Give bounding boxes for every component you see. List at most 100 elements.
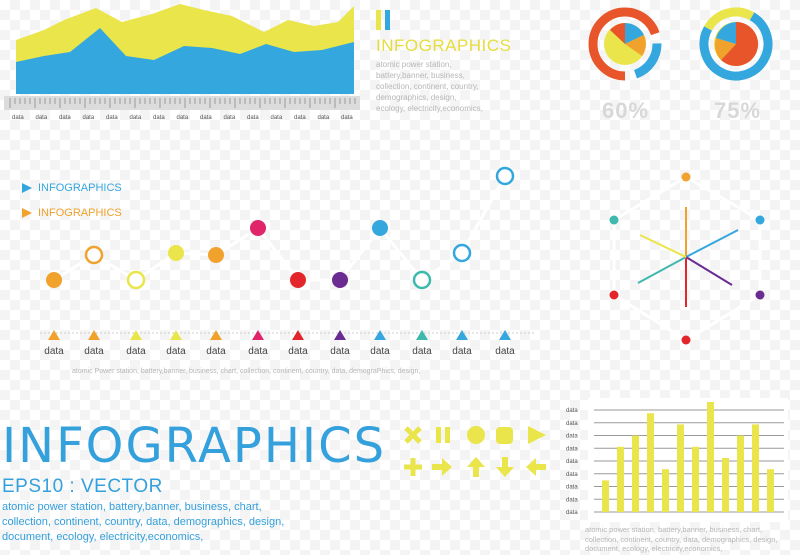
bar xyxy=(602,480,609,512)
bar-row-labels: data data data data data data data data data xyxy=(566,408,578,516)
data-point xyxy=(332,272,348,288)
header-desc: atomic power station, battery,banner, bu… xyxy=(376,59,576,114)
data-point xyxy=(168,245,184,261)
legend-label: INFOGRAPHICS xyxy=(38,182,122,194)
x-label: data xyxy=(248,346,268,357)
x-label: data xyxy=(452,346,472,357)
tick-label: data xyxy=(271,115,283,121)
tick-label: data xyxy=(83,115,95,121)
radar-panel xyxy=(600,165,780,355)
x-label: data xyxy=(370,346,390,357)
row-label: data xyxy=(566,421,578,427)
x-label: data xyxy=(330,346,350,357)
x-label: data xyxy=(288,346,308,357)
play-icon xyxy=(528,426,546,444)
arrow-right-icon xyxy=(432,458,452,476)
arrow-left-icon xyxy=(526,458,546,476)
donut-left-pct: 60% xyxy=(602,98,650,123)
x-marker xyxy=(334,330,346,340)
stop-icon xyxy=(496,427,513,444)
area-chart-panel: data data data data data data data data data data… xyxy=(4,0,360,130)
close-icon xyxy=(404,426,422,444)
line-chart-path xyxy=(53,175,507,283)
legend-label: INFOGRAPHICS xyxy=(38,207,122,219)
x-label: data xyxy=(495,346,515,357)
donut-left-chart xyxy=(588,7,662,81)
row-label: data xyxy=(566,434,578,440)
x-marker xyxy=(456,330,468,340)
header-bars xyxy=(376,10,576,30)
data-point xyxy=(412,270,432,290)
tick-label: data xyxy=(153,115,165,121)
tick-labels: data data data data data data data data data data… xyxy=(12,115,353,121)
bar xyxy=(647,413,654,512)
main-desc: atomic power station, battery,banner, bu… xyxy=(2,500,392,545)
data-point xyxy=(46,272,62,288)
row-label: data xyxy=(566,497,578,503)
data-point xyxy=(126,270,146,290)
radar-spoke xyxy=(685,256,733,286)
radar-node xyxy=(681,172,691,182)
tick-label: data xyxy=(200,115,212,121)
tick-label: data xyxy=(130,115,142,121)
radar-spoke xyxy=(637,256,687,284)
bar-chart: data data data data data data data data data xyxy=(566,398,788,522)
radar-node xyxy=(755,290,765,300)
x-marker xyxy=(48,330,60,340)
bar-chart-caption: atomic power station, battery,banner, bu… xyxy=(585,525,777,554)
bar xyxy=(752,424,759,512)
x-label: data xyxy=(206,346,226,357)
bar-caption-line: document, ecology, electricity,economics… xyxy=(585,544,723,553)
area-blue xyxy=(16,28,354,94)
arrow-up-icon xyxy=(467,457,485,477)
tick-label: data xyxy=(106,115,118,121)
x-marker xyxy=(130,330,142,340)
line-chart-panel: data data data data data data data data … xyxy=(0,150,560,385)
bar xyxy=(692,446,699,512)
data-point xyxy=(290,272,306,288)
x-label: data xyxy=(44,346,64,357)
main-desc-line: document, ecology, electricity,economics… xyxy=(2,531,204,543)
bar-chart-panel: data data data data data data data data data xyxy=(560,398,792,524)
radar-spoke xyxy=(685,229,739,258)
triangle-right-icon xyxy=(22,183,32,193)
header-line: collection, continent, country, xyxy=(376,82,479,91)
bar-caption-line: collection, continent, country, data, de… xyxy=(585,534,778,544)
x-marker xyxy=(252,330,264,340)
bar-caption-line: atomic power station, battery,banner, bu… xyxy=(585,525,763,534)
icon-grid xyxy=(404,426,546,477)
bar xyxy=(707,402,714,512)
x-labels: data data data data data data data data … xyxy=(44,346,515,357)
arrow-down-icon xyxy=(496,457,514,477)
radar-node xyxy=(755,215,765,225)
radar-spoke xyxy=(639,234,687,258)
x-marker xyxy=(292,330,304,340)
row-label: data xyxy=(566,446,578,452)
icon-set xyxy=(402,424,552,484)
line-chart: data data data data data data data data … xyxy=(40,166,535,357)
tick-label: data xyxy=(318,115,330,121)
data-point xyxy=(452,243,472,263)
bar xyxy=(767,469,774,512)
row-label: data xyxy=(566,485,578,491)
bar-marks xyxy=(602,402,774,512)
x-marker xyxy=(170,330,182,340)
row-label: data xyxy=(566,408,578,414)
x-label: data xyxy=(166,346,186,357)
x-marker xyxy=(210,330,222,340)
tick-label: data xyxy=(224,115,236,121)
data-point xyxy=(208,247,224,263)
area-chart: data data data data data data data data data data… xyxy=(4,4,360,121)
header-block: INFOGRAPHICS atomic power station, batte… xyxy=(376,10,576,114)
legend-item: INFOGRAPHICS xyxy=(22,182,122,194)
bar xyxy=(617,446,624,512)
legend: INFOGRAPHICS INFOGRAPHICS xyxy=(22,182,122,219)
x-markers xyxy=(48,330,511,340)
x-label: data xyxy=(412,346,432,357)
bar xyxy=(737,435,744,512)
main-title-block: INFOGRAPHICS EPS10 : VECTOR atomic power… xyxy=(2,422,392,545)
line-chart-caption: atomic Power station, battery,banner, bu… xyxy=(72,368,421,375)
tick-strip xyxy=(4,96,360,110)
pause-icon xyxy=(436,427,450,443)
data-point xyxy=(250,220,266,236)
